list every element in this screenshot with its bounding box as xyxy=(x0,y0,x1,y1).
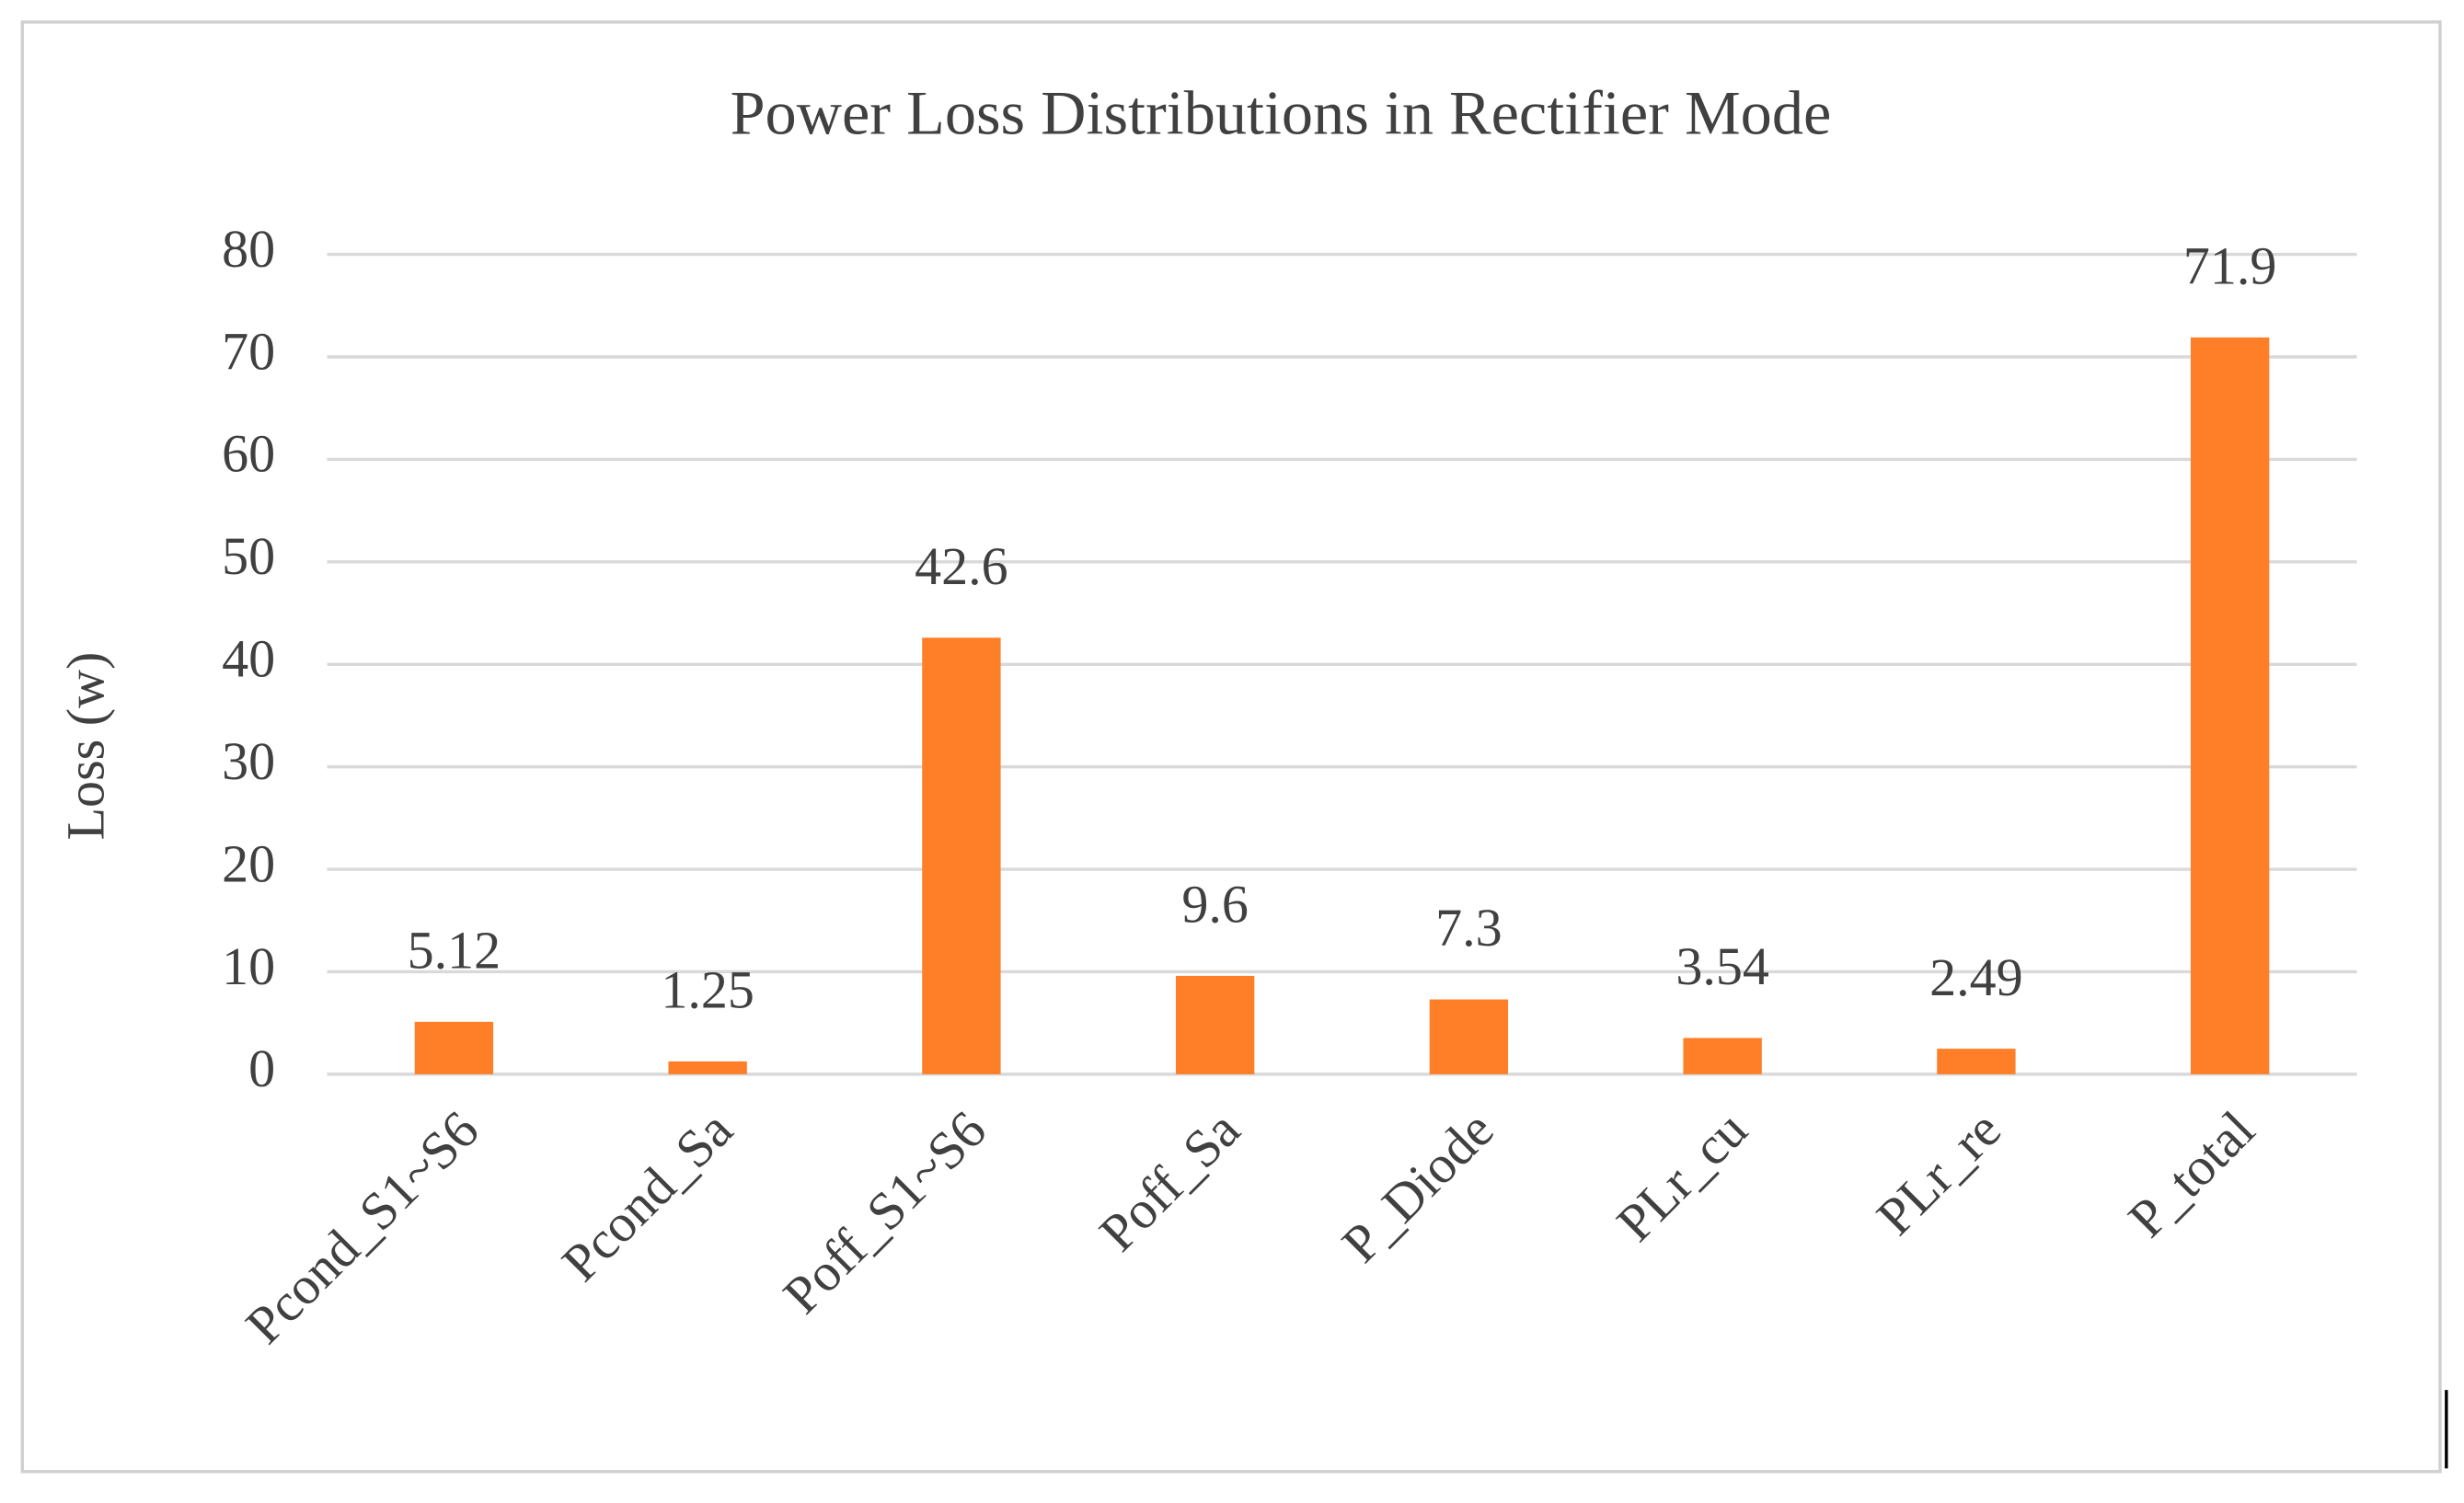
data-label: 71.9 xyxy=(2183,235,2277,295)
y-tick-label: 10 xyxy=(222,936,275,996)
bar xyxy=(1175,975,1255,1074)
data-label: 2.49 xyxy=(1929,947,2023,1007)
bar xyxy=(1683,1038,1762,1074)
chart-border xyxy=(20,20,2442,1474)
y-tick-label: 50 xyxy=(222,526,275,586)
y-tick-label: 40 xyxy=(222,629,275,689)
bar xyxy=(668,1061,747,1074)
y-axis-label: Loss (w) xyxy=(56,652,116,841)
data-label: 3.54 xyxy=(1675,936,1769,996)
y-tick-label: 20 xyxy=(222,833,275,893)
data-label: 5.12 xyxy=(408,920,501,980)
data-label: 7.3 xyxy=(1435,898,1503,958)
data-label: 42.6 xyxy=(915,536,1008,596)
bar xyxy=(2190,337,2270,1074)
bar xyxy=(414,1021,494,1074)
y-tick-label: 30 xyxy=(222,731,275,791)
data-label: 9.6 xyxy=(1181,875,1249,935)
bar xyxy=(922,637,1001,1074)
chart-title: Power Loss Distributions in Rectifier Mo… xyxy=(731,77,1832,147)
y-tick-label: 80 xyxy=(222,219,275,279)
data-label: 1.25 xyxy=(661,960,754,1020)
bar xyxy=(1937,1049,2016,1074)
bar xyxy=(1429,999,1509,1074)
y-tick-label: 60 xyxy=(222,424,275,484)
y-tick-label: 70 xyxy=(222,321,275,381)
y-tick-label: 0 xyxy=(248,1038,275,1098)
